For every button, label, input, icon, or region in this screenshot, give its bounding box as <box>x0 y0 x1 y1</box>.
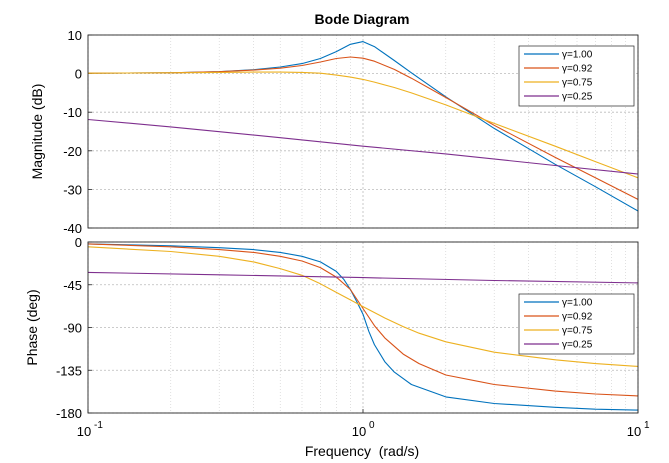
x-tick-label: 10 <box>627 424 641 439</box>
legend-label: γ=0.92 <box>562 312 593 323</box>
y-tick-label: -10 <box>63 105 82 120</box>
series-line-2 <box>87 56 639 200</box>
x-tick-exponent: 0 <box>369 420 375 431</box>
legend-label: γ=0.25 <box>562 92 593 103</box>
x-tick-exponent: 1 <box>644 420 650 431</box>
y-tick-label: 0 <box>75 67 82 82</box>
series-line-4 <box>87 271 639 284</box>
axes-frame <box>87 34 639 229</box>
series-line-3 <box>87 246 639 367</box>
y-axis-label: Phase (deg) <box>24 289 40 365</box>
y-tick-label: -45 <box>63 278 82 293</box>
y-tick-label: 10 <box>68 28 82 43</box>
y-tick-label: -135 <box>56 363 82 378</box>
legend: γ=1.00 γ=0.92 γ=0.75 γ=0.25 <box>518 293 635 355</box>
series-line-1 <box>87 243 639 411</box>
y-tick-label: -40 <box>63 221 82 236</box>
x-tick-labels: 10 -1 10 0 10 1 <box>77 409 650 439</box>
legend-label: γ=0.75 <box>562 326 593 337</box>
series-line-2 <box>87 243 639 397</box>
y-axis-label: Magnitude (dB) <box>29 84 45 180</box>
legend-label: γ=1.00 <box>562 50 593 61</box>
legend-label: γ=1.00 <box>562 298 593 309</box>
y-tick-label: -90 <box>63 321 82 336</box>
series-line-3 <box>87 71 639 179</box>
legend-label: γ=0.92 <box>562 64 593 75</box>
x-tick-label: 10 <box>77 424 91 439</box>
x-tick-label: 10 <box>352 424 366 439</box>
y-tick-label: -180 <box>56 406 82 421</box>
y-tick-label: 0 <box>75 235 82 250</box>
y-tick-label: -30 <box>63 182 82 197</box>
magnitude-panel: 10 0 -10 -20 -30 -40 Magnitude (dB) γ=1.00 γ=0.9… <box>29 28 639 236</box>
chart-title: Bode Diagram <box>315 11 410 27</box>
legend-label: γ=0.75 <box>562 78 593 89</box>
x-axis-label: Frequency (rad/s) <box>305 443 419 459</box>
y-tick-label: -20 <box>63 144 82 159</box>
legend-label: γ=0.25 <box>562 340 593 351</box>
legend: γ=1.00 γ=0.92 γ=0.75 γ=0.25 <box>518 45 635 107</box>
series-line-4 <box>87 118 639 175</box>
x-tick-exponent: -1 <box>94 420 103 431</box>
